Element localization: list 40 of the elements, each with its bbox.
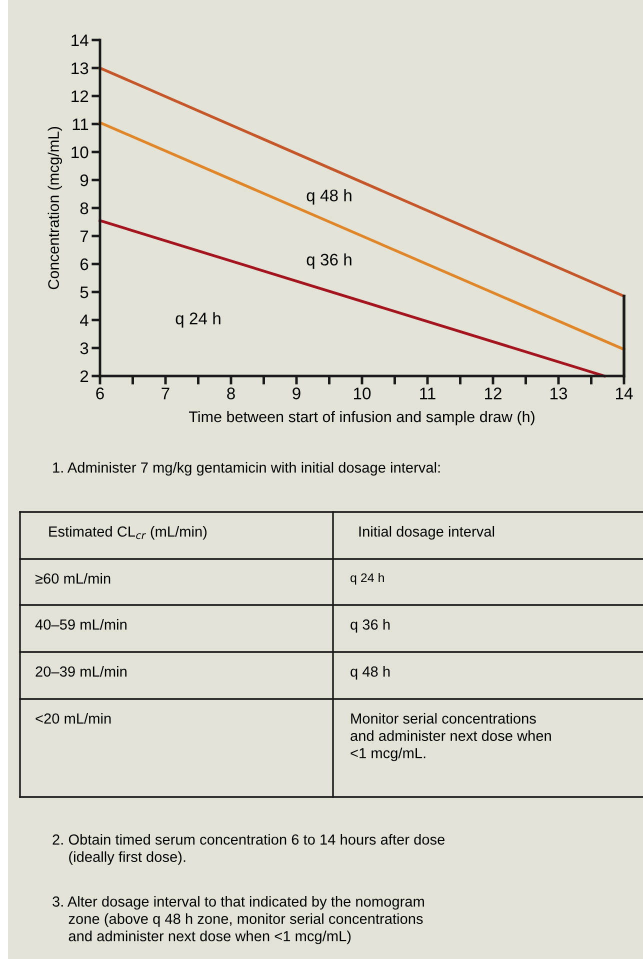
x-tick-label: 10 <box>354 388 371 400</box>
y-tick-label: 11 <box>72 118 88 130</box>
annotation: q 48 h <box>306 189 352 205</box>
x-tick-label: 9 <box>292 388 300 400</box>
text: 3. Alter dosage interval to that indicated by the nomogram zone (above q 48 h zone, monitor serial concentrations and administer next dose when <1 mcg/mL) <box>52 896 424 944</box>
text: 1. Administer 7 mg/kg gentamicin with initial dosage interval: <box>53 462 440 476</box>
y-tick-label: 4 <box>80 314 88 326</box>
x-tick-label: 8 <box>227 388 235 400</box>
y-tick-label: 9 <box>80 174 88 186</box>
y-tick-label: 14 <box>72 34 88 46</box>
text: 20–39 mL/min <box>36 666 126 677</box>
y-tick-label: 2 <box>80 370 88 382</box>
y-axis-title: Concentration (mcg/mL) <box>48 127 62 290</box>
text: Monitor serial concentrations and administer next dose when <1 mcg/mL. <box>350 713 551 762</box>
text: 40–59 mL/min <box>35 619 126 630</box>
text: q 36 h <box>350 619 390 633</box>
x-axis-title: Time between start of infusion and sample draw (h) <box>188 410 534 426</box>
y-tick-label: 12 <box>72 90 88 102</box>
x-tick-label: 7 <box>162 388 170 400</box>
annotation: q 24 h <box>176 312 220 328</box>
y-tick-label: 7 <box>80 230 88 242</box>
text: Initial dosage interval <box>359 526 494 540</box>
y-tick-label: 10 <box>72 146 88 158</box>
x-tick-label: 11 <box>420 388 436 400</box>
text: q 24 h <box>350 573 384 585</box>
x-tick-label: 12 <box>485 388 502 400</box>
y-tick-label: 6 <box>80 258 88 270</box>
text: 2. Obtain timed serum concentration 6 to 14 hours after dose (ideally first dose). <box>52 834 445 865</box>
y-tick-label: 8 <box>80 202 88 214</box>
x-tick-label: 6 <box>96 388 104 400</box>
x-tick-label: 13 <box>550 388 568 400</box>
annotation: q 36 h <box>306 253 352 269</box>
x-tick-label: 14 <box>616 388 633 400</box>
y-tick-label: 13 <box>72 62 88 74</box>
text: Estimated CL$_{cr}$ (mL/min) <box>49 526 207 540</box>
y-tick-label: 5 <box>80 286 88 298</box>
text: ≥60 mL/min <box>35 573 110 584</box>
text: q 48 h <box>350 666 390 680</box>
text: <20 mL/min <box>36 713 111 724</box>
y-tick-label: 3 <box>80 342 88 354</box>
